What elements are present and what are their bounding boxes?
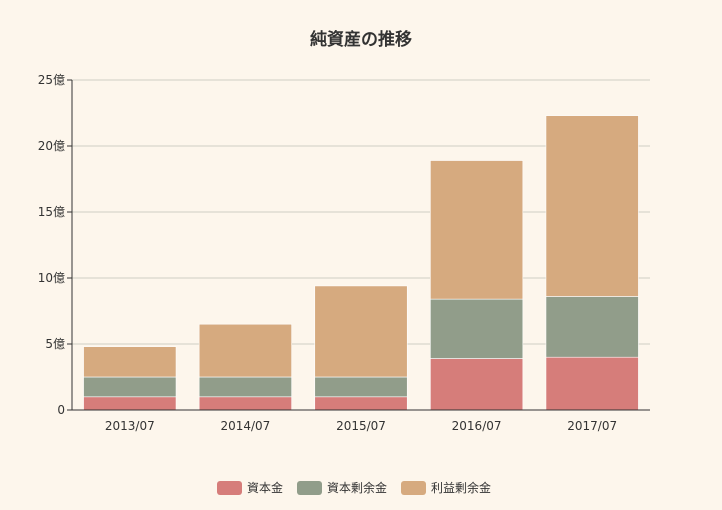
axes: 0 5億 10億 15億 20億 25億 2013/07 2014/07 2015/07 2016… [38, 73, 650, 433]
bar-segment[interactable] [430, 160, 524, 300]
bar-segment[interactable] [198, 376, 292, 398]
bar-segment[interactable] [314, 285, 408, 378]
bar-segment[interactable] [545, 296, 639, 358]
y-tick-label: 0 [57, 403, 65, 417]
legend-label: 資本金 [247, 480, 283, 495]
legend-swatch [217, 481, 242, 495]
bar-segment[interactable] [83, 346, 177, 378]
legend-label: 資本剰余金 [327, 480, 387, 495]
legend-item[interactable]: 資本剰余金 [297, 480, 387, 495]
legend-item[interactable]: 資本金 [217, 480, 283, 495]
bar-segment[interactable] [198, 396, 292, 411]
bar-segment[interactable] [430, 358, 524, 411]
bar-segment[interactable] [314, 376, 408, 398]
x-tick-label: 2013/07 [105, 419, 155, 433]
bar-segment[interactable] [83, 396, 177, 411]
bar-segment[interactable] [545, 115, 639, 297]
y-tick-label: 25億 [38, 73, 65, 87]
y-tick-label: 15億 [38, 205, 65, 219]
x-tick-label: 2017/07 [567, 419, 617, 433]
x-tick-label: 2014/07 [220, 419, 270, 433]
legend-label: 利益剰余金 [431, 480, 491, 495]
bars [83, 115, 639, 411]
bar-segment[interactable] [430, 298, 524, 359]
y-tick-label: 20億 [38, 139, 65, 153]
legend[interactable]: 資本金 資本剰余金 利益剰余金 [217, 480, 491, 495]
x-tick-label: 2016/07 [452, 419, 502, 433]
y-tick-label: 5億 [45, 337, 65, 351]
y-tick-label: 10億 [38, 271, 65, 285]
legend-swatch [401, 481, 426, 495]
bar-segment[interactable] [83, 376, 177, 398]
bar-segment[interactable] [314, 396, 408, 411]
bar-segment[interactable] [545, 356, 639, 411]
chart-title: 純資産の推移 [310, 29, 412, 50]
legend-item[interactable]: 利益剰余金 [401, 480, 491, 495]
legend-swatch [297, 481, 322, 495]
bar-segment[interactable] [198, 323, 292, 378]
x-tick-label: 2015/07 [336, 419, 386, 433]
